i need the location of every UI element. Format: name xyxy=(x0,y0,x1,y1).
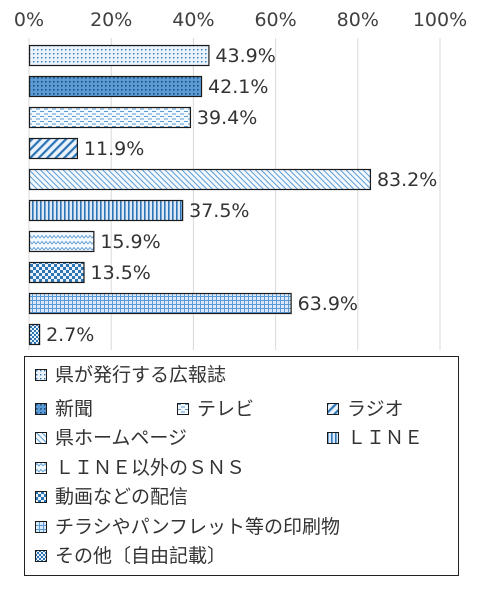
legend-swatch xyxy=(35,432,47,444)
bar xyxy=(28,106,192,129)
bar xyxy=(28,199,184,222)
data-label: 2.7% xyxy=(46,324,94,346)
legend-label: 動画などの配信 xyxy=(55,486,189,508)
legend-label: テレビ xyxy=(197,398,255,420)
bar xyxy=(28,168,372,191)
legend-label: ラジオ xyxy=(347,398,404,420)
bar xyxy=(28,323,41,346)
x-tick-label: 0% xyxy=(14,9,44,31)
legend-label: チラシやパンフレット等の印刷物 xyxy=(55,516,341,538)
bar xyxy=(28,44,210,67)
data-label: 15.9% xyxy=(100,231,160,253)
legend-label: ＬＩＮＥ以外のＳＮＳ xyxy=(55,457,246,479)
legend-label: 新聞 xyxy=(55,398,94,420)
legend-swatch xyxy=(35,462,47,474)
data-label: 43.9% xyxy=(215,45,275,67)
bars xyxy=(28,44,372,346)
legend-swatch xyxy=(35,491,47,503)
data-label: 39.4% xyxy=(197,107,257,129)
x-tick-label: 20% xyxy=(90,9,132,31)
data-label: 63.9% xyxy=(298,293,358,315)
legend-swatch xyxy=(327,403,339,415)
legend-swatch xyxy=(35,521,47,533)
legend-label: 県ホームページ xyxy=(55,427,188,449)
bar xyxy=(28,137,79,160)
x-tick-label: 60% xyxy=(254,9,296,31)
legend-label: ＬＩＮＥ xyxy=(347,427,424,449)
legend-label: 県が発行する広報誌 xyxy=(55,364,227,386)
legend-label: その他〔自由記載〕 xyxy=(55,545,227,567)
legend-swatch xyxy=(35,403,47,415)
bar-chart: 0% 20% 40% 60% 80% 100% 43.9% 42.1% 39.4% 11.9% 8… xyxy=(14,9,467,350)
chart-legend: 県が発行する広報誌 新聞 テレビ ラジオ 県ホームページ ＬＩＮＥ ＬＩＮＥ以外… xyxy=(24,356,459,576)
data-label: 83.2% xyxy=(377,169,437,191)
data-label: 37.5% xyxy=(189,200,249,222)
x-tick-label: 40% xyxy=(172,9,214,31)
legend-swatch xyxy=(35,369,47,381)
x-axis-ticks: 0% 20% 40% 60% 80% 100% xyxy=(14,9,467,31)
data-labels: 43.9% 42.1% 39.4% 11.9% 83.2% 37.5% 15.9% 13.5%… xyxy=(46,45,437,346)
legend-swatch xyxy=(177,403,189,415)
legend-swatch xyxy=(35,550,47,562)
bar xyxy=(28,230,95,253)
x-tick-label: 100% xyxy=(413,9,467,31)
bar xyxy=(28,75,203,98)
data-label: 11.9% xyxy=(84,138,144,160)
data-label: 13.5% xyxy=(90,262,150,284)
legend-swatch xyxy=(327,432,339,444)
bar xyxy=(28,292,292,315)
x-tick-label: 80% xyxy=(337,9,379,31)
bar xyxy=(28,261,85,284)
data-label: 42.1% xyxy=(208,76,268,98)
